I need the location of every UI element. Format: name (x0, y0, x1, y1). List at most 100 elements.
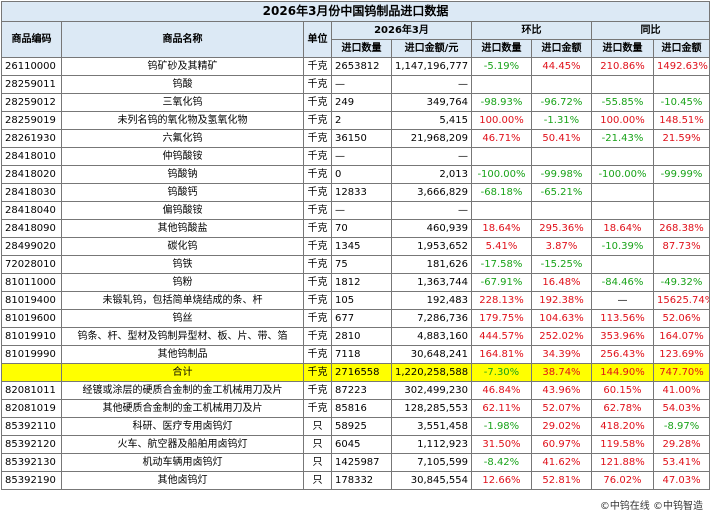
table-row: 28259012 三氧化钨 千克 249 349,764 -98.93% -96.72% -5… (1, 93, 710, 112)
table-cell: 千克 (303, 129, 332, 148)
table-row: 26110000 钨矿砂及其精矿 千克 2653812 1,147,196,777 -5.… (1, 57, 710, 76)
table-cell: 72028010 (1, 255, 62, 274)
table-cell: 123.69% (652, 345, 710, 364)
table-cell (1, 363, 62, 382)
table-cell: 31.50% (471, 435, 532, 454)
table-cell: 128,285,553 (391, 399, 472, 418)
table-cell: 千克 (303, 255, 332, 274)
table-row: 82081011 经镀或涂层的硬质合金制的金工机械用刀及片 千克 87223 302,4… (1, 381, 710, 400)
header-cell: 进口金额 (652, 39, 710, 58)
table-cell: 三氧化钨 (61, 93, 304, 112)
table-cell: 仲钨酸铵 (61, 147, 304, 166)
table-cell: 81019910 (1, 327, 62, 346)
table-cell: 252.02% (531, 327, 592, 346)
table-row: 28418010 仲钨酸铵 千克 — — (1, 147, 710, 166)
table-cell: -55.85% (591, 93, 654, 112)
table-cell: 0 (331, 165, 392, 184)
table-cell: 164.07% (652, 327, 710, 346)
table-row: 85392190 其他卤钨灯只 178332 30,845,554 12.66% 52.8… (1, 471, 710, 490)
header-cell: 进口金额 (531, 39, 592, 58)
table-cell (652, 255, 710, 274)
table-cell: 113.56% (591, 309, 654, 328)
table-cell: 1,953,652 (391, 237, 472, 256)
table-cell (591, 75, 654, 94)
table-cell: 81019990 (1, 345, 62, 364)
table-cell (471, 147, 532, 166)
table-cell: 7,286,736 (391, 309, 472, 328)
table-cell: 26110000 (1, 57, 62, 76)
table-cell: 178332 (331, 471, 392, 490)
table-cell: -100.00% (591, 165, 654, 184)
table-cell: — (391, 201, 472, 220)
table-cell (531, 147, 592, 166)
footer: ©中钨在线 ©中钨智造 (599, 501, 703, 512)
table-cell (591, 147, 654, 166)
table-cell: 只 (303, 417, 332, 436)
table-cell: 29.02% (531, 417, 592, 436)
table-cell: -67.91% (471, 273, 532, 292)
table-cell (652, 147, 710, 166)
table-cell: 104.63% (531, 309, 592, 328)
table-body: 26110000 钨矿砂及其精矿 千克 2653812 1,147,196,777 -5.… (1, 57, 710, 490)
table-cell: -96.72% (531, 93, 592, 112)
table-cell: 千克 (303, 201, 332, 220)
table-cell: 87223 (331, 381, 392, 400)
table-cell: 85392120 (1, 435, 62, 454)
table-cell: 81011000 (1, 273, 62, 292)
table-row: 81011000 钨粉 千克 1812 1,363,744 -67.91% 16.48% -8… (1, 273, 710, 292)
table-cell (531, 201, 592, 220)
table-cell: 其他硬质合金制的金工机械用刀及片 (61, 399, 304, 418)
table-cell: -8.97% (652, 417, 710, 436)
table-cell: 28418030 (1, 183, 62, 202)
table-cell: 其他卤钨灯 (61, 471, 304, 490)
table-cell: 46.71% (471, 129, 532, 148)
table-cell: 6045 (331, 435, 392, 454)
table-cell: 未锻轧钨，包括简单烧结成的条、杆 (61, 291, 304, 310)
table-cell: -15.25% (531, 255, 592, 274)
table-cell: 7118 (331, 345, 392, 364)
table-cell: 119.58% (591, 435, 654, 454)
header-cell: 商品名称 (61, 21, 304, 58)
table-cell: 210.86% (591, 57, 654, 76)
table-cell: 418.20% (591, 417, 654, 436)
table-cell: 钨丝 (61, 309, 304, 328)
table-cell: 千克 (303, 183, 332, 202)
table-cell: 179.75% (471, 309, 532, 328)
table-cell: 353.96% (591, 327, 654, 346)
table-row: 81019600 钨丝 千克 677 7,286,736 179.75% 104.63% 11… (1, 309, 710, 328)
table-row: 28418030 钨酸钙 千克 12833 3,666,829 -68.18% -65.21… (1, 183, 710, 202)
table-cell: — (591, 291, 654, 310)
table-cell: 千克 (303, 93, 332, 112)
table-cell: 47.03% (652, 471, 710, 490)
table-cell: 钨矿砂及其精矿 (61, 57, 304, 76)
table-cell: 105 (331, 291, 392, 310)
table-cell: 千克 (303, 273, 332, 292)
table-cell: 钨酸 (61, 75, 304, 94)
table-cell: — (331, 147, 392, 166)
table-cell: 28418020 (1, 165, 62, 184)
table-cell: 268.38% (652, 219, 710, 238)
table-cell: 58925 (331, 417, 392, 436)
table-cell: 87.73% (652, 237, 710, 256)
table-cell: 85392130 (1, 453, 62, 472)
table-cell: 1425987 (331, 453, 392, 472)
table-cell: 千克 (303, 363, 332, 382)
table-cell: 1492.63% (652, 57, 710, 76)
table-cell: 76.02% (591, 471, 654, 490)
table-cell: 28499020 (1, 237, 62, 256)
header-cell: 进口数量 (331, 39, 392, 58)
table-cell: 机动车辆用卤钨灯 (61, 453, 304, 472)
table-row: 合计 千克 2716558 1,220,258,588 -7.30% 38.74% 144.… (1, 363, 710, 382)
table-cell: -100.00% (471, 165, 532, 184)
table-cell: 38.74% (531, 363, 592, 382)
table-cell: 192.38% (531, 291, 592, 310)
table-cell: 81019400 (1, 291, 62, 310)
table-cell: 2,013 (391, 165, 472, 184)
table-cell: 121.88% (591, 453, 654, 472)
table-cell: 只 (303, 471, 332, 490)
table-row: 28261930 六氟化钨 千克 36150 21,968,209 46.71% 50.41… (1, 129, 710, 148)
table-cell: 六氟化钨 (61, 129, 304, 148)
table-row: 72028010 钨铁 千克 75 181,626 -17.58% -15.25% (1, 255, 710, 274)
header-cell: 商品编码 (1, 21, 62, 58)
